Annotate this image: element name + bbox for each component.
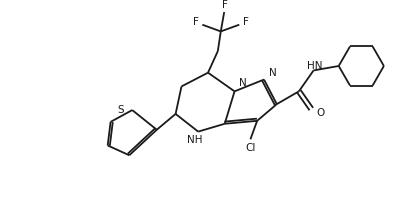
Text: N: N	[240, 79, 247, 89]
Text: N: N	[269, 68, 277, 78]
Text: Cl: Cl	[245, 143, 255, 153]
Text: F: F	[222, 0, 228, 10]
Text: S: S	[118, 105, 125, 115]
Text: F: F	[243, 17, 249, 27]
Text: NH: NH	[188, 135, 203, 145]
Text: F: F	[193, 17, 199, 27]
Text: HN: HN	[307, 61, 322, 71]
Text: O: O	[316, 108, 324, 118]
